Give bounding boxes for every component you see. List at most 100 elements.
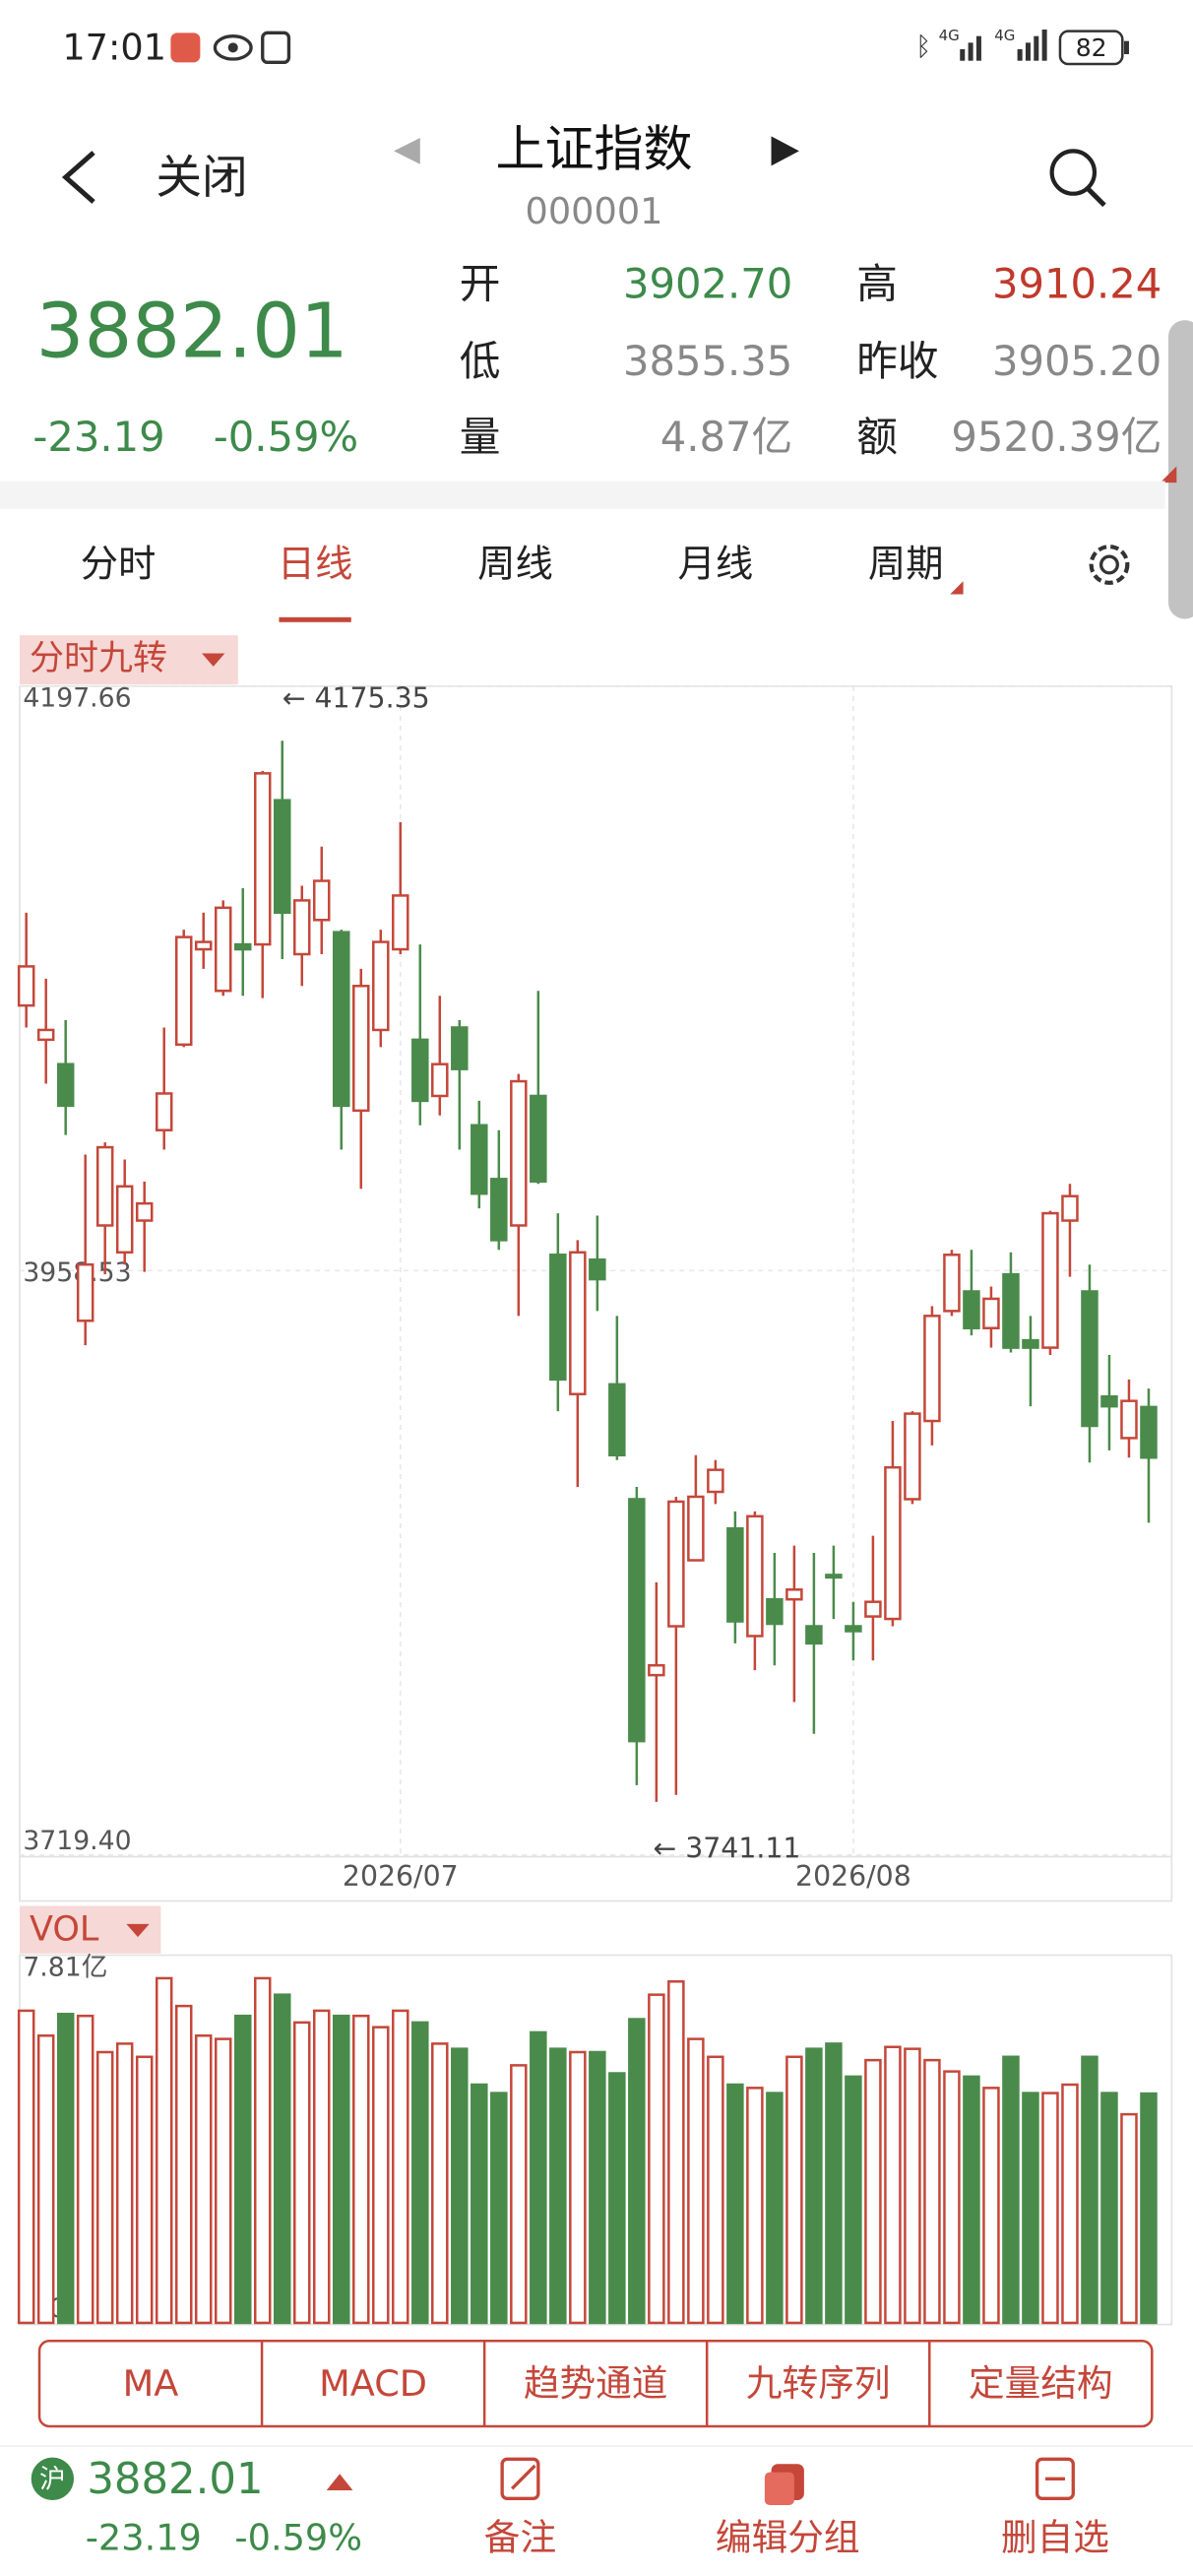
- volume-bar: [510, 2064, 528, 2325]
- volume-bar: [845, 2075, 862, 2325]
- volume-bar: [56, 2013, 75, 2325]
- footer-action[interactable]: 删自选: [1001, 2516, 1109, 2558]
- candle-body: [233, 942, 252, 951]
- volume-bar: [194, 2034, 213, 2325]
- candle-body: [411, 1038, 429, 1103]
- indicator-bar: [37, 2340, 1154, 2428]
- footer-price: 3882.01: [87, 2455, 263, 2504]
- period-mark: [950, 581, 964, 595]
- indicator-button[interactable]: MA: [123, 2362, 179, 2405]
- candle-body: [982, 1297, 1000, 1329]
- status-time: 17:01: [62, 27, 166, 69]
- signal-icons: [960, 30, 1047, 61]
- tab[interactable]: 周线: [477, 543, 553, 587]
- footer-action[interactable]: 编辑分组: [716, 2516, 860, 2558]
- search-handle: [1086, 186, 1106, 208]
- annotation: ← 3741.11: [654, 1832, 801, 1864]
- close-button[interactable]: 关闭: [156, 152, 247, 205]
- volume-bar: [333, 2014, 350, 2325]
- side-handle[interactable]: [1167, 320, 1193, 619]
- corner-mark: [1160, 466, 1177, 483]
- volume-bar: [785, 2055, 803, 2325]
- volume-bar: [726, 2083, 744, 2325]
- volume-bar: [1100, 2092, 1118, 2325]
- candle-body: [214, 906, 232, 993]
- search-icon[interactable]: [1049, 149, 1098, 196]
- volume-label: VOL: [30, 1909, 99, 1949]
- candle-body: [174, 935, 193, 1047]
- settings-icon[interactable]: [1089, 545, 1130, 585]
- volume-bar: [233, 2014, 252, 2325]
- candle-body: [766, 1597, 784, 1626]
- volume-bar: [825, 2042, 843, 2325]
- candle-body: [155, 1092, 173, 1131]
- field-label: 额: [856, 413, 898, 461]
- candle-body: [608, 1383, 626, 1457]
- y-tick-label: 3719.40: [23, 1826, 131, 1856]
- app-icon: [170, 32, 201, 63]
- volume-bar: [372, 2026, 390, 2325]
- volume-bar: [214, 2037, 232, 2325]
- quote-change-pct: -0.59%: [214, 413, 358, 461]
- indicator-button[interactable]: 趋势通道: [524, 2362, 668, 2405]
- volume-bar: [95, 2050, 114, 2325]
- prev-arrow[interactable]: [394, 138, 420, 164]
- tab[interactable]: 周期: [868, 543, 944, 587]
- volume-bar: [589, 2050, 606, 2325]
- volume-bar: [648, 1993, 665, 2325]
- battery-level: 82: [1076, 33, 1107, 62]
- y-tick-label: 7.81亿: [23, 1952, 107, 1982]
- field-label: 昨收: [856, 337, 938, 385]
- candle-body: [549, 1254, 567, 1382]
- indicator-button[interactable]: 九转序列: [746, 2362, 891, 2405]
- candle-body: [17, 965, 35, 1007]
- candle-body: [963, 1290, 980, 1329]
- tab[interactable]: 月线: [678, 543, 754, 587]
- volume-bar: [253, 1976, 272, 2325]
- volume-bar: [313, 2009, 331, 2325]
- volume-bar: [530, 2030, 547, 2325]
- candle-body: [648, 1663, 665, 1677]
- volume-bar: [17, 2009, 35, 2325]
- candle-body: [923, 1315, 941, 1423]
- volume-bar: [569, 2050, 587, 2325]
- candle-body: [785, 1588, 803, 1601]
- volume-bar: [1061, 2083, 1079, 2325]
- candle-body: [825, 1574, 843, 1579]
- candle-body: [352, 985, 370, 1113]
- expand-arrow[interactable]: [326, 2474, 353, 2490]
- candle-body: [943, 1254, 961, 1313]
- candle-body: [1081, 1290, 1099, 1428]
- candle-body: [707, 1468, 724, 1494]
- volume-bar: [864, 2058, 882, 2325]
- battery-icon: [1058, 30, 1124, 66]
- footer-action[interactable]: 备注: [484, 2516, 556, 2558]
- candle-body: [56, 1063, 75, 1108]
- volume-bar: [392, 2009, 409, 2325]
- candle-body: [273, 799, 291, 915]
- volume-bar: [923, 2058, 941, 2325]
- candle-body: [95, 1145, 114, 1227]
- indicator-tag[interactable]: [20, 635, 238, 685]
- candle-body: [1002, 1272, 1020, 1349]
- network-label: 4G: [939, 27, 960, 44]
- tab[interactable]: 分时: [81, 543, 157, 587]
- header-code: 000001: [526, 190, 663, 232]
- y-tick-label: 4197.66: [23, 683, 131, 714]
- field-label: 低: [460, 337, 501, 385]
- next-arrow[interactable]: [771, 136, 799, 166]
- divider: [0, 481, 1165, 509]
- candle-body: [313, 879, 331, 922]
- tab[interactable]: 日线: [278, 543, 353, 587]
- field-value: 3902.70: [623, 260, 792, 308]
- volume-bar: [135, 2055, 154, 2325]
- back-icon[interactable]: [61, 151, 95, 204]
- eye-icon: [213, 34, 253, 61]
- x-tick-label: 2026/08: [795, 1860, 911, 1893]
- indicator-button[interactable]: MACD: [319, 2362, 427, 2405]
- volume-chart: 7.81亿0: [17, 1952, 1158, 2325]
- candle-body: [490, 1178, 508, 1242]
- price-frame: [19, 685, 1173, 1902]
- indicator-button[interactable]: 定量结构: [969, 2362, 1113, 2405]
